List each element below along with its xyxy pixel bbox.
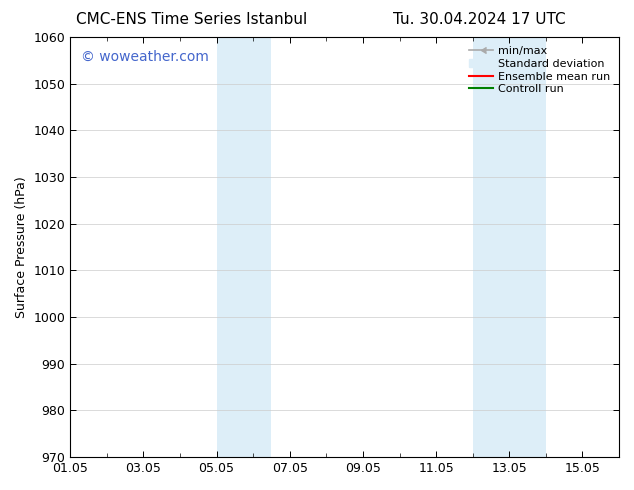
Text: CMC-ENS Time Series Istanbul: CMC-ENS Time Series Istanbul bbox=[76, 12, 307, 27]
Y-axis label: Surface Pressure (hPa): Surface Pressure (hPa) bbox=[15, 176, 28, 318]
Legend: min/max, Standard deviation, Ensemble mean run, Controll run: min/max, Standard deviation, Ensemble me… bbox=[465, 43, 614, 98]
Text: © woweather.com: © woweather.com bbox=[81, 50, 209, 64]
Text: Tu. 30.04.2024 17 UTC: Tu. 30.04.2024 17 UTC bbox=[393, 12, 566, 27]
Bar bbox=[473, 37, 546, 457]
Bar bbox=[217, 37, 271, 457]
